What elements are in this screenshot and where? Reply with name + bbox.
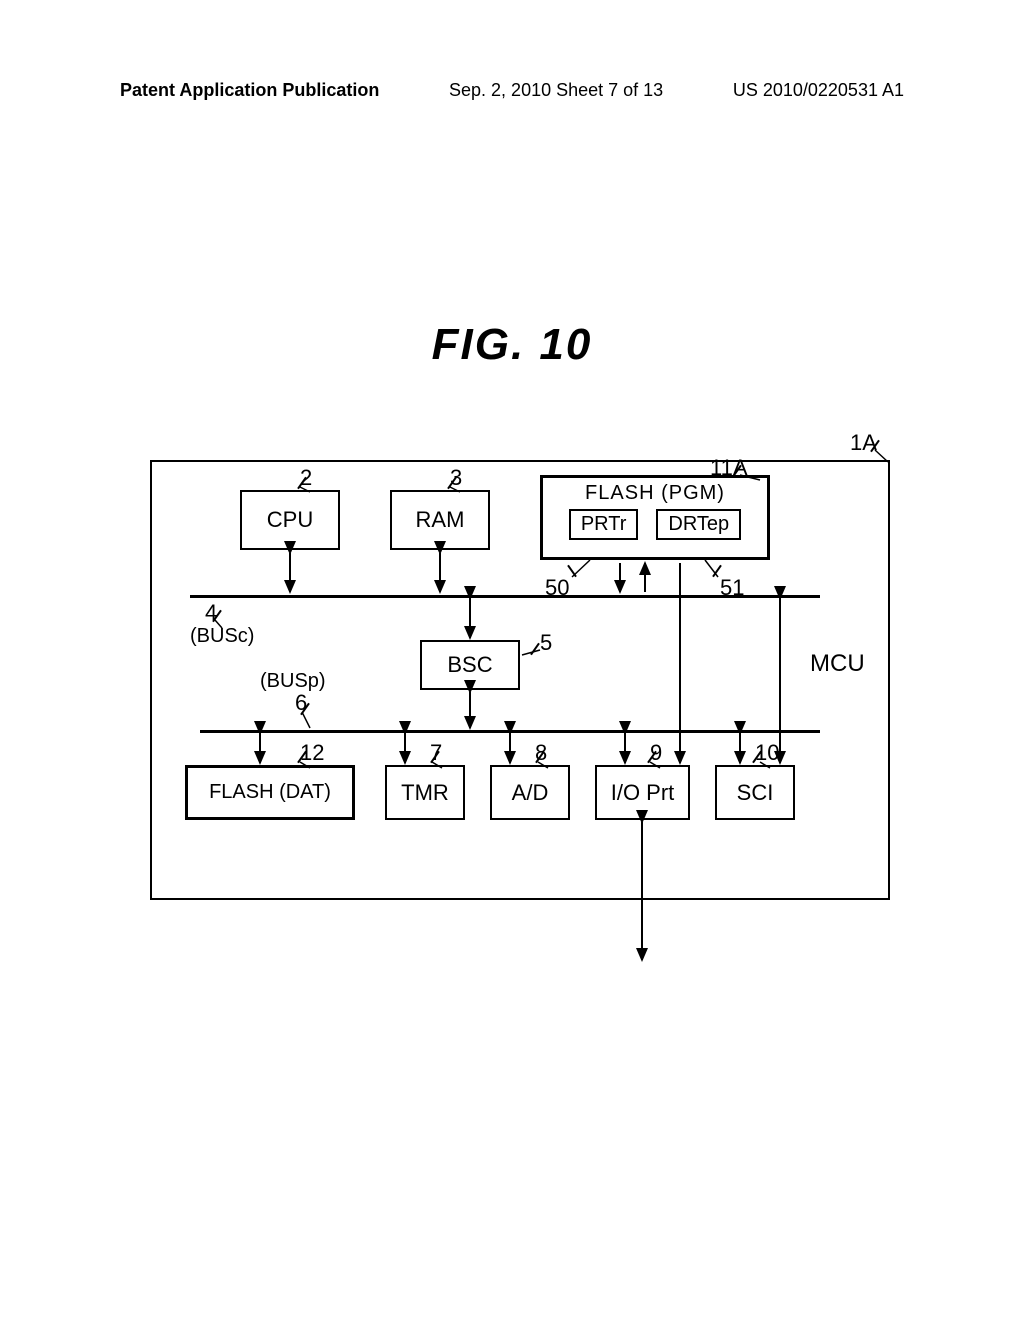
label-busc: (BUSc) — [190, 625, 254, 648]
header-mid: Sep. 2, 2010 Sheet 7 of 13 — [449, 80, 663, 101]
bus-p — [200, 730, 820, 733]
label-mcu: MCU — [810, 650, 865, 678]
flash-pgm-block: FLASH (PGM) PRTr DRTep — [540, 475, 770, 560]
label-9: 9 — [650, 740, 662, 766]
prtr-block: PRTr — [569, 509, 639, 540]
label-11a: 11A — [710, 455, 748, 481]
ioprt-block: I/O Prt — [595, 765, 690, 820]
drtep-block: DRTep — [656, 509, 741, 540]
header-left: Patent Application Publication — [120, 80, 379, 101]
label-busp: (BUSp) — [260, 670, 326, 693]
figure-title: FIG. 10 — [0, 320, 1024, 370]
flash-pgm-title: FLASH (PGM) — [585, 482, 725, 505]
block-diagram: CPU RAM FLASH (PGM) PRTr DRTep BSC FLASH… — [150, 430, 890, 950]
ram-block: RAM — [390, 490, 490, 550]
flash-dat-block: FLASH (DAT) — [185, 765, 355, 820]
ad-block: A/D — [490, 765, 570, 820]
label-1a: 1A — [850, 430, 877, 456]
sci-block: SCI — [715, 765, 795, 820]
label-4: 4 — [205, 600, 217, 626]
tmr-block: TMR — [385, 765, 465, 820]
label-51: 51 — [720, 575, 744, 601]
page-header: Patent Application Publication Sep. 2, 2… — [0, 80, 1024, 101]
header-right: US 2010/0220531 A1 — [733, 80, 904, 101]
label-5: 5 — [540, 630, 552, 656]
label-50: 50 — [545, 575, 569, 601]
cpu-block: CPU — [240, 490, 340, 550]
bsc-block: BSC — [420, 640, 520, 690]
